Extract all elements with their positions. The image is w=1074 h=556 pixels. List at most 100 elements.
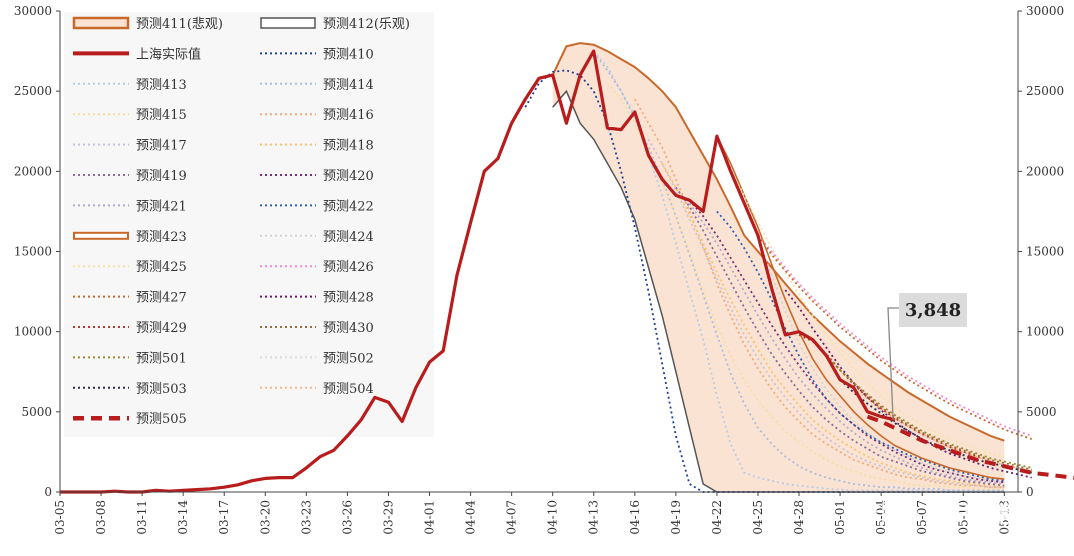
legend-item: 预测420 bbox=[260, 169, 374, 184]
legend-label: 预测418 bbox=[323, 139, 374, 154]
x-tick-label: 03-14 bbox=[176, 500, 190, 535]
x-tick-label: 03-05 bbox=[53, 500, 67, 535]
legend-label: 预测422 bbox=[323, 199, 374, 214]
legend-label: 预测505 bbox=[136, 412, 187, 427]
legend-item: 预测428 bbox=[260, 291, 374, 306]
series-line-426 bbox=[757, 234, 1032, 437]
series-line-504 bbox=[853, 387, 1032, 473]
legend-swatch bbox=[72, 16, 130, 30]
x-tick-label: 05-01 bbox=[833, 500, 847, 535]
legend-label: 预测412(乐观) bbox=[323, 17, 410, 32]
y-tick-label-right: 15000 bbox=[1026, 245, 1064, 259]
series-line-417 bbox=[647, 138, 1005, 489]
band-area bbox=[552, 43, 1005, 492]
x-tick-label: 04-25 bbox=[751, 500, 765, 535]
series-line-505 bbox=[866, 414, 1074, 480]
y-tick-label-left: 5000 bbox=[21, 405, 52, 419]
x-tick-label: 04-04 bbox=[464, 500, 478, 535]
legend-label: 预测414 bbox=[323, 78, 374, 93]
x-tick-label: 05-13 bbox=[997, 500, 1011, 535]
y-tick-label-left: 10000 bbox=[14, 325, 52, 339]
y-tick-label-left: 15000 bbox=[14, 245, 52, 259]
y-tick-label-left: 25000 bbox=[14, 84, 52, 98]
series-line-actual bbox=[60, 49, 896, 494]
band-upper-line bbox=[551, 42, 1005, 442]
legend-item: 预测423 bbox=[73, 230, 187, 245]
legend-item: 上海实际值 bbox=[73, 46, 201, 62]
y-tick-label-right: 5000 bbox=[1026, 405, 1057, 419]
series-line-419 bbox=[675, 186, 1005, 487]
legend-label: 预测426 bbox=[323, 260, 374, 275]
legend-label: 预测417 bbox=[136, 139, 187, 154]
legend-item: 预测501 bbox=[73, 351, 187, 366]
legend-item: 预测505 bbox=[73, 412, 187, 427]
legend-label: 预测502 bbox=[323, 351, 374, 366]
legend-item: 预测425 bbox=[73, 260, 187, 275]
legend-item: 预测504 bbox=[260, 382, 374, 397]
annotation-label: 3,848 bbox=[905, 300, 961, 321]
watermark-text: 知乎 @PH迪 bbox=[868, 499, 1016, 529]
legend-background bbox=[64, 12, 434, 437]
y-tick-label-left: 30000 bbox=[14, 4, 52, 18]
legend-item: 预测413 bbox=[73, 78, 187, 93]
x-tick-label: 05-04 bbox=[874, 500, 888, 535]
x-tick-label: 04-16 bbox=[628, 500, 642, 535]
legend-label: 预测430 bbox=[323, 321, 374, 336]
x-tick-label: 03-23 bbox=[299, 500, 313, 535]
legend-item: 预测410 bbox=[260, 47, 374, 62]
x-tick-label: 04-28 bbox=[792, 500, 806, 535]
y-tick-label-right: 10000 bbox=[1026, 325, 1064, 339]
legend-label: 预测428 bbox=[323, 291, 374, 306]
legend-item: 预测412(乐观) bbox=[260, 17, 410, 32]
series-line-501 bbox=[825, 355, 1032, 469]
x-tick-label: 04-01 bbox=[423, 500, 437, 535]
series-line-423 bbox=[716, 135, 1005, 480]
x-tick-label: 03-11 bbox=[135, 500, 149, 535]
x-tick-label: 03-26 bbox=[340, 500, 354, 535]
x-tick-label: 03-20 bbox=[258, 500, 272, 535]
series-line-416 bbox=[634, 98, 1005, 489]
legend-label: 预测504 bbox=[323, 382, 374, 397]
legend-label: 预测413 bbox=[136, 78, 187, 93]
series-line-415 bbox=[606, 82, 1005, 490]
legend-swatch bbox=[73, 231, 129, 240]
legend-label: 预测421 bbox=[136, 199, 187, 214]
legend-label: 预测503 bbox=[136, 382, 187, 397]
legend-item: 预测416 bbox=[260, 108, 374, 123]
y-tick-label-right: 0 bbox=[1026, 485, 1034, 499]
y-tick-label-right: 30000 bbox=[1026, 4, 1064, 18]
x-tick-label: 04-10 bbox=[546, 500, 560, 535]
y-tick-label-right: 25000 bbox=[1026, 84, 1064, 98]
legend-item: 预测415 bbox=[73, 108, 187, 123]
legend-item: 预测414 bbox=[260, 78, 374, 93]
legend-label: 预测415 bbox=[136, 108, 187, 123]
legend-label: 预测427 bbox=[136, 291, 187, 306]
legend-item: 预测503 bbox=[73, 382, 187, 397]
legend-item: 预测411(悲观) bbox=[72, 16, 223, 32]
legend-item: 预测417 bbox=[73, 139, 187, 154]
y-tick-label-left: 20000 bbox=[14, 164, 52, 178]
x-tick-label: 03-08 bbox=[94, 500, 108, 535]
legend-label: 预测423 bbox=[136, 230, 187, 245]
legend-item: 预测421 bbox=[73, 199, 187, 214]
legend-label: 预测416 bbox=[323, 108, 374, 123]
legend-item: 预测430 bbox=[260, 321, 374, 336]
legend-item: 预测424 bbox=[260, 230, 374, 245]
legend-label: 预测425 bbox=[136, 260, 187, 275]
legend-label: 预测420 bbox=[323, 169, 374, 184]
y-tick-label-left: 0 bbox=[44, 485, 52, 499]
legend-label: 预测410 bbox=[323, 47, 374, 62]
legend-item: 预测427 bbox=[73, 291, 187, 306]
series-line-413 bbox=[593, 50, 1005, 492]
legend-item: 预测422 bbox=[260, 199, 374, 214]
x-tick-label: 04-19 bbox=[669, 500, 683, 535]
annotation-box bbox=[899, 293, 967, 327]
legend-item: 预测502 bbox=[260, 351, 374, 366]
legend-label: 预测411(悲观) bbox=[136, 16, 223, 32]
x-tick-label: 05-07 bbox=[915, 500, 929, 535]
legend-label: 预测429 bbox=[136, 321, 187, 336]
x-tick-label: 03-29 bbox=[381, 500, 395, 535]
series-line-425 bbox=[729, 170, 1005, 458]
legend-label: 预测419 bbox=[136, 169, 187, 184]
